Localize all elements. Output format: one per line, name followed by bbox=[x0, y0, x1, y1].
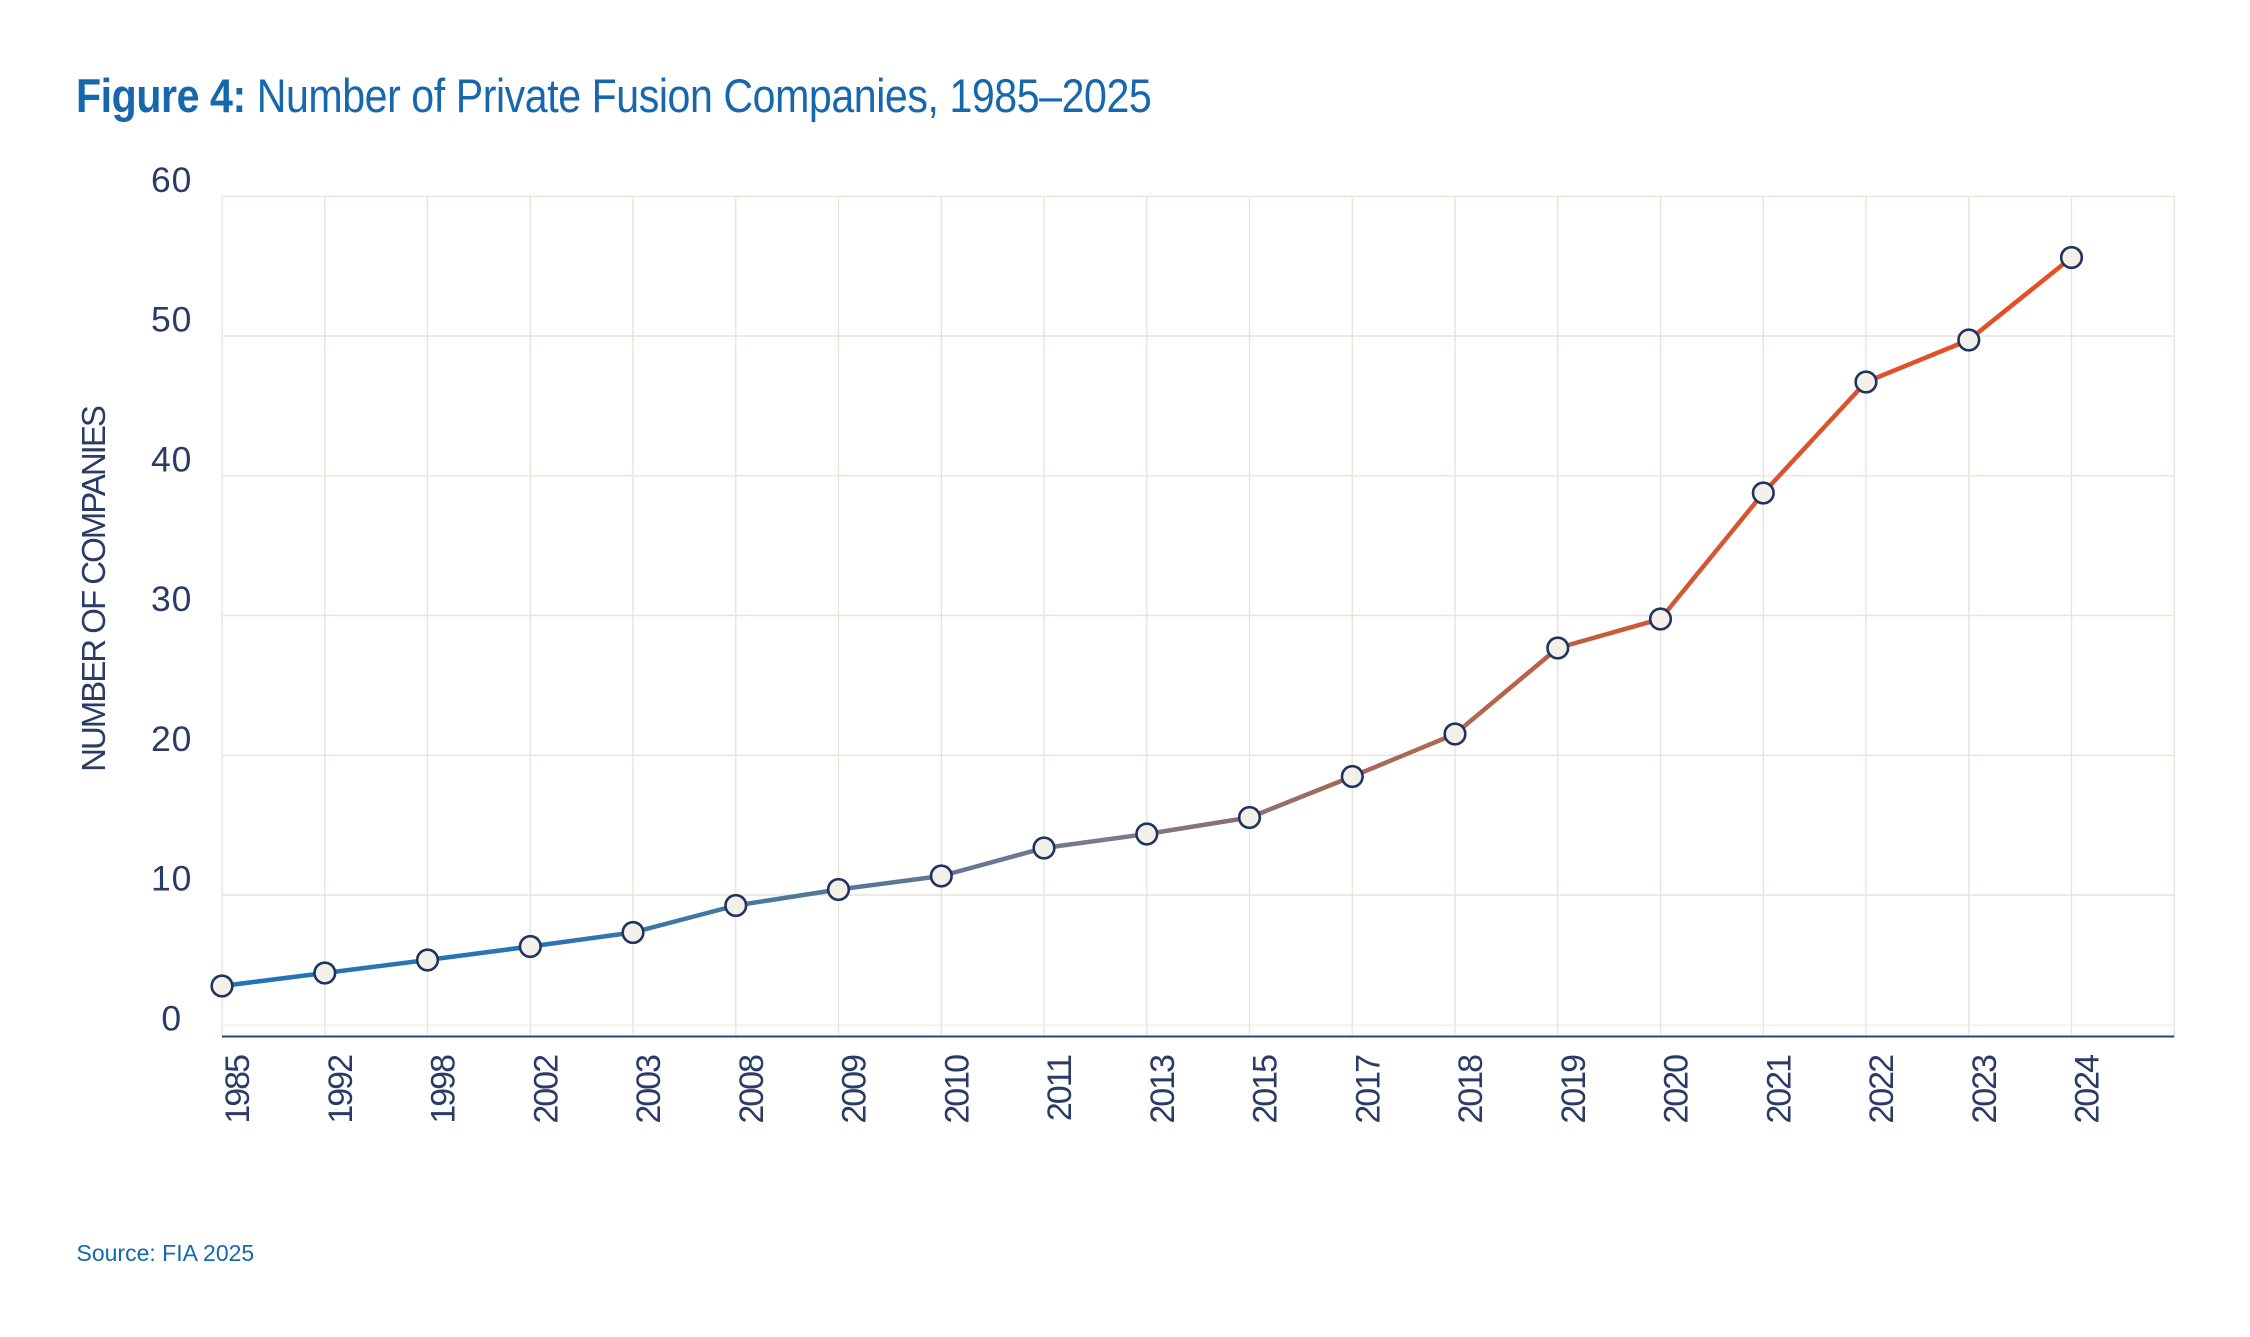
svg-text:NUMBER OF COMPANIES: NUMBER OF COMPANIES bbox=[75, 406, 112, 772]
svg-text:2008: 2008 bbox=[733, 1055, 771, 1124]
svg-text:2011: 2011 bbox=[1041, 1055, 1079, 1121]
svg-text:1985: 1985 bbox=[219, 1055, 257, 1124]
svg-text:2021: 2021 bbox=[1760, 1055, 1798, 1124]
svg-text:2013: 2013 bbox=[1144, 1055, 1182, 1124]
svg-text:0: 0 bbox=[161, 998, 182, 1038]
svg-text:2015: 2015 bbox=[1247, 1055, 1285, 1124]
svg-text:20: 20 bbox=[151, 719, 193, 759]
svg-text:2009: 2009 bbox=[836, 1055, 874, 1124]
svg-text:2022: 2022 bbox=[1863, 1055, 1901, 1124]
svg-text:30: 30 bbox=[151, 579, 193, 619]
svg-text:Source: FIA 2025: Source: FIA 2025 bbox=[77, 1240, 255, 1266]
svg-text:1992: 1992 bbox=[322, 1055, 360, 1124]
svg-text:40: 40 bbox=[151, 439, 193, 479]
svg-text:2020: 2020 bbox=[1658, 1055, 1696, 1124]
svg-text:2018: 2018 bbox=[1452, 1055, 1490, 1124]
svg-text:10: 10 bbox=[151, 859, 193, 899]
svg-text:2023: 2023 bbox=[1966, 1055, 2004, 1124]
svg-text:Figure 4: Number of Private Fu: Figure 4: Number of Private Fusion Compa… bbox=[76, 70, 1151, 122]
svg-text:1998: 1998 bbox=[425, 1055, 463, 1124]
svg-text:2017: 2017 bbox=[1349, 1055, 1387, 1124]
svg-text:50: 50 bbox=[151, 300, 193, 340]
svg-text:2024: 2024 bbox=[2069, 1055, 2107, 1124]
svg-text:2002: 2002 bbox=[527, 1055, 565, 1124]
svg-text:2003: 2003 bbox=[630, 1055, 668, 1124]
svg-text:2019: 2019 bbox=[1555, 1055, 1593, 1124]
svg-text:2010: 2010 bbox=[938, 1055, 976, 1124]
svg-text:60: 60 bbox=[151, 160, 193, 200]
